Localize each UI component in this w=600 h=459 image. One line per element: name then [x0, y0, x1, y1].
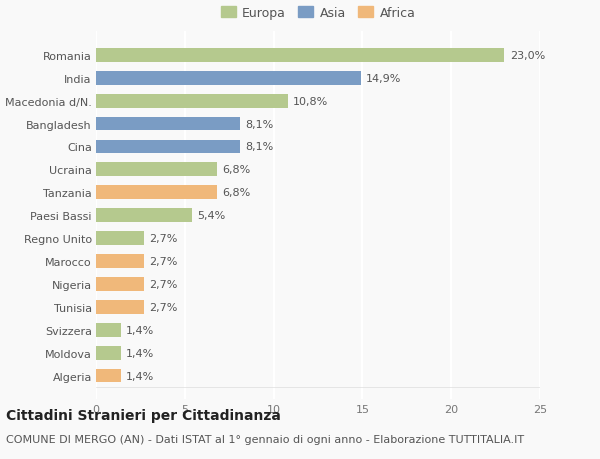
Bar — [96, 140, 240, 154]
Bar — [96, 186, 217, 200]
Bar — [96, 323, 121, 337]
Text: COMUNE DI MERGO (AN) - Dati ISTAT al 1° gennaio di ogni anno - Elaborazione TUTT: COMUNE DI MERGO (AN) - Dati ISTAT al 1° … — [6, 434, 524, 444]
Text: 14,9%: 14,9% — [366, 73, 401, 84]
Bar — [96, 300, 144, 314]
Bar — [96, 72, 361, 85]
Text: 10,8%: 10,8% — [293, 96, 328, 106]
Text: 5,4%: 5,4% — [197, 211, 226, 221]
Text: 8,1%: 8,1% — [245, 119, 274, 129]
Bar — [96, 346, 121, 360]
Bar — [96, 277, 144, 291]
Bar — [96, 369, 121, 383]
Text: 2,7%: 2,7% — [149, 280, 178, 289]
Text: Cittadini Stranieri per Cittadinanza: Cittadini Stranieri per Cittadinanza — [6, 409, 281, 422]
Bar — [96, 95, 288, 108]
Bar — [96, 49, 505, 62]
Text: 23,0%: 23,0% — [510, 50, 545, 61]
Text: 1,4%: 1,4% — [126, 325, 154, 335]
Bar — [96, 232, 144, 246]
Text: 8,1%: 8,1% — [245, 142, 274, 152]
Text: 2,7%: 2,7% — [149, 234, 178, 244]
Legend: Europa, Asia, Africa: Europa, Asia, Africa — [218, 4, 418, 22]
Text: 2,7%: 2,7% — [149, 257, 178, 266]
Text: 6,8%: 6,8% — [222, 188, 250, 198]
Text: 6,8%: 6,8% — [222, 165, 250, 175]
Bar — [96, 255, 144, 269]
Bar — [96, 118, 240, 131]
Text: 2,7%: 2,7% — [149, 302, 178, 312]
Text: 1,4%: 1,4% — [126, 348, 154, 358]
Bar — [96, 209, 192, 223]
Bar — [96, 163, 217, 177]
Text: 1,4%: 1,4% — [126, 371, 154, 381]
